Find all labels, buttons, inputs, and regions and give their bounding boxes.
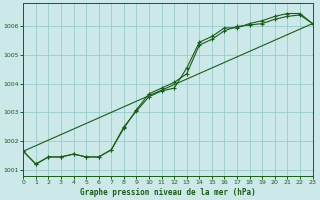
X-axis label: Graphe pression niveau de la mer (hPa): Graphe pression niveau de la mer (hPa) — [80, 188, 256, 197]
